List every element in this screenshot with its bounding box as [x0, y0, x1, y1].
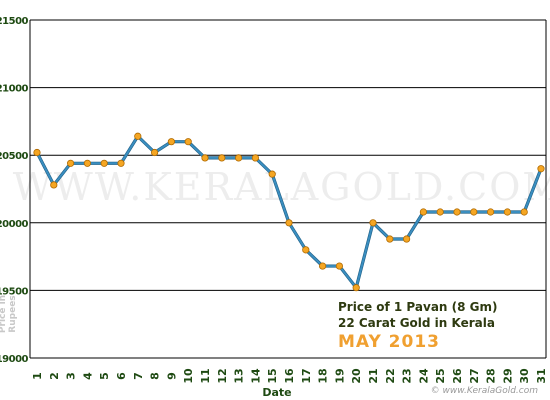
- data-point: [369, 219, 377, 227]
- data-point: [117, 159, 125, 167]
- data-point: [486, 208, 495, 216]
- x-tick-label: 29: [501, 368, 514, 383]
- caption-line-1: Price of 1 Pavan (8 Gm): [338, 300, 498, 314]
- caption-line-2: 22 Carat Gold in Kerala: [338, 316, 495, 330]
- data-point: [436, 208, 444, 216]
- x-tick-label: 9: [165, 372, 178, 380]
- data-point: [134, 132, 142, 140]
- x-tick-label: 4: [81, 372, 94, 380]
- x-tick-label: 25: [434, 368, 447, 383]
- data-point: [201, 154, 209, 162]
- x-tick-label: 24: [417, 368, 430, 384]
- data-point: [419, 208, 427, 216]
- data-point: [235, 154, 243, 162]
- data-point: [520, 208, 528, 216]
- x-tick-label: 28: [485, 368, 498, 383]
- x-tick-label: 8: [149, 372, 162, 380]
- data-point: [50, 181, 58, 189]
- data-point: [402, 235, 411, 243]
- y-tick-label: 21500: [0, 16, 29, 27]
- x-tick-label: 11: [199, 368, 212, 383]
- x-tick-label: 3: [65, 372, 78, 380]
- data-point: [67, 159, 75, 167]
- y-tick-label: 19500: [0, 286, 29, 297]
- axes: [29, 20, 547, 358]
- website-credit: © www.KeralaGold.com: [430, 386, 538, 396]
- x-tick-label: 10: [182, 368, 195, 384]
- data-point: [251, 154, 259, 162]
- x-tick-label: 15: [266, 368, 279, 383]
- x-tick-label: 26: [451, 368, 464, 384]
- data-point: [167, 138, 175, 146]
- y-tick-label: 21000: [0, 84, 29, 95]
- x-tick-label: 14: [249, 368, 262, 384]
- x-tick-label: 13: [233, 368, 246, 383]
- data-point: [470, 208, 478, 216]
- data-point: [218, 154, 226, 162]
- x-tick-label: 17: [300, 368, 313, 383]
- y-tick-label: 20000: [0, 219, 29, 230]
- data-point: [184, 138, 192, 146]
- x-tick-label: 21: [367, 368, 380, 383]
- x-tick-label: 2: [48, 372, 61, 380]
- data-point: [386, 235, 394, 243]
- x-tick-label: 16: [283, 368, 296, 384]
- y-axis-label-line1: Price in: [0, 294, 8, 334]
- x-tick-label: 20: [350, 368, 363, 384]
- x-tick-label: 6: [115, 372, 128, 380]
- x-tick-label: 23: [401, 368, 414, 383]
- x-axis-label: Date: [262, 386, 291, 399]
- x-tick-label: 12: [216, 368, 229, 383]
- x-tick-labels: 1 2 3 4 5 6 7 8 9 10 11 12 13 14 15 16 17 18 19 20 21 22 23 24 2…: [31, 368, 548, 384]
- data-point: [318, 262, 327, 270]
- data-point: [285, 219, 293, 227]
- y-axis-label-line2: Rupees: [8, 295, 18, 333]
- caption-month: MAY 2013: [338, 332, 440, 352]
- chart-caption: Price of 1 Pavan (8 Gm) 22 Carat Gold in…: [338, 299, 498, 353]
- data-point: [268, 170, 276, 178]
- x-tick-label: 19: [333, 368, 346, 383]
- y-tick-label: 20500: [0, 151, 29, 162]
- x-tick-label: 22: [384, 368, 397, 383]
- x-tick-label: 31: [535, 368, 548, 383]
- x-tick-label: 30: [518, 368, 531, 384]
- x-tick-label: 7: [132, 372, 145, 380]
- data-point: [302, 246, 310, 254]
- data-point: [352, 284, 360, 292]
- data-point: [537, 165, 545, 173]
- data-point: [83, 159, 92, 167]
- data-point: [503, 208, 511, 216]
- x-tick-label: 27: [468, 368, 481, 383]
- x-tick-label: 1: [31, 372, 44, 380]
- x-tick-label: 5: [98, 372, 111, 380]
- series-line: [36, 135, 542, 289]
- x-tick-label: 18: [317, 368, 330, 383]
- data-point: [33, 148, 41, 157]
- data-point: [453, 208, 461, 216]
- y-axis-label: Price in Rupees: [0, 292, 18, 336]
- data-point: [100, 159, 108, 167]
- price-series: [33, 132, 545, 292]
- data-point: [151, 148, 159, 157]
- data-point: [335, 262, 343, 270]
